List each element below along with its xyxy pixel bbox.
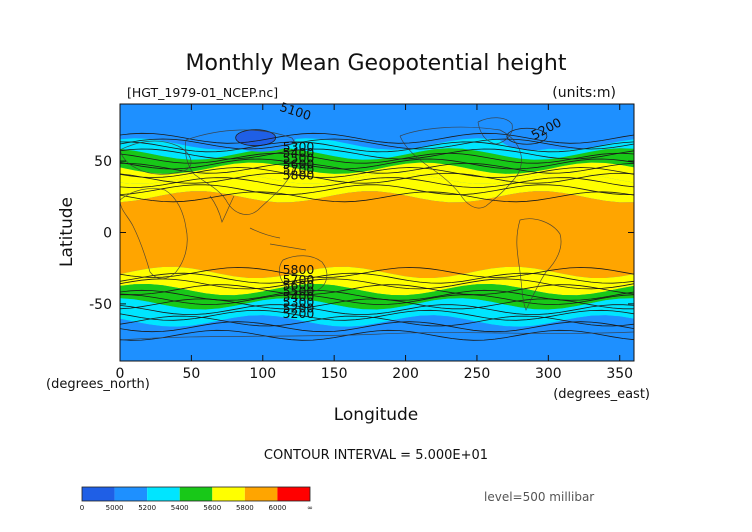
x-unit-label: (degrees_east) (553, 387, 650, 402)
x-axis-label: Longitude (334, 405, 419, 425)
x-tick-label: 350 (606, 366, 633, 382)
contour-line (119, 177, 635, 188)
contour-line (119, 162, 635, 174)
contour-line (119, 321, 635, 333)
contour-line (119, 141, 635, 153)
colorbar-swatch (277, 487, 310, 501)
low-center (506, 127, 548, 145)
coastline-indonesia (249, 227, 307, 251)
colorbar-swatch (82, 487, 115, 501)
contour-label: 5200 (283, 300, 315, 315)
coastline-antarctica (119, 331, 635, 341)
contour-band (120, 315, 634, 361)
coastline-australia (279, 255, 328, 293)
contour-line (119, 267, 635, 278)
contour-line (119, 289, 635, 301)
colorbar-swatch (114, 487, 148, 501)
contour-interval-text: CONTOUR INTERVAL = 5.000E+01 (264, 448, 488, 463)
contour-band (120, 298, 634, 327)
contour-label: 5400 (283, 289, 315, 304)
contour-line (119, 329, 635, 341)
coastline-asia (184, 129, 297, 215)
y-axis: 50 0 -50 (89, 154, 634, 313)
x-tick-label: 200 (392, 366, 419, 382)
contour-line (119, 184, 634, 195)
colorbar-swatch (244, 487, 278, 501)
contour-lines (119, 132, 635, 341)
x-axis: 0 50 100 150 200 250 300 350 (116, 104, 633, 382)
contour-label: 5500 (283, 283, 315, 298)
contour-labels: 5100520053005400550056005700580058005700… (278, 99, 564, 321)
contour-line (119, 191, 635, 203)
y-tick-label: 50 (94, 154, 112, 170)
colorbar-frame (81, 486, 311, 502)
contour-line (119, 304, 635, 315)
colorbar-tick-label: 5200 (138, 504, 156, 512)
contour-line (119, 278, 635, 290)
contour-label: 5500 (283, 151, 315, 166)
coastline-india (209, 195, 235, 224)
contour-label: 5300 (283, 295, 315, 310)
contour-line (119, 138, 635, 150)
contour-line (119, 315, 635, 327)
coastline-south-america (516, 218, 562, 311)
contour-line (119, 272, 635, 284)
x-tick-label: 150 (321, 366, 348, 382)
coastline-europe (119, 140, 192, 175)
coastline-africa (119, 188, 188, 280)
x-tick-label: 300 (535, 366, 562, 382)
chart-title: Monthly Mean Geopotential height (185, 51, 566, 76)
colorbar-swatch (147, 487, 180, 501)
colorbar-swatch (212, 487, 245, 501)
contour-line (119, 152, 635, 164)
contour-line (119, 294, 635, 306)
colorbar-tick-label: 5000 (106, 504, 124, 512)
contour-label: 5400 (283, 145, 315, 160)
contour-line (119, 167, 635, 178)
colorbar-swatch (179, 487, 213, 501)
x-tick-label: 100 (249, 366, 276, 382)
contour-line (119, 132, 635, 144)
x-tick-label: 50 (182, 366, 200, 382)
contour-line (119, 148, 635, 160)
level-text: level=500 millibar (484, 490, 594, 504)
x-tick-label: 0 (116, 366, 125, 382)
contour-label: 5600 (283, 278, 315, 293)
colorbar-tick-label: 6000 (269, 504, 287, 512)
colorbar: 0 5000 5200 5400 5600 5800 6000 ∞ (80, 486, 313, 512)
contour-label: 5800 (283, 262, 315, 277)
colorbar-tick-label: ∞ (307, 504, 313, 512)
y-tick-label: -50 (89, 297, 112, 313)
colorbar-tick-label: 5400 (171, 504, 189, 512)
contour-label: 5800 (283, 168, 315, 183)
coastline-north-america (399, 126, 522, 209)
contour-label: 5700 (283, 272, 315, 287)
file-label: [HGT_1979-01_NCEP.nc] (127, 85, 278, 100)
coastline-greenland (477, 117, 513, 145)
coastlines (119, 117, 635, 341)
colorbar-tick-label: 5800 (236, 504, 254, 512)
contour-line (119, 309, 635, 321)
colorbar-tick-label: 5600 (203, 504, 221, 512)
contour-band (120, 191, 634, 278)
contour-line (119, 284, 635, 296)
plot-area: 5100520053005400550056005700580058005700… (119, 99, 635, 362)
units-label: (units:m) (552, 85, 616, 101)
contour-label: 5300 (283, 139, 315, 154)
x-tick-label: 250 (464, 366, 491, 382)
contour-label: 5200 (283, 306, 315, 321)
contour-line (119, 172, 635, 184)
contour-label: 5700 (283, 162, 315, 177)
y-unit-label: (degrees_north) (46, 377, 150, 392)
colorbar-tick-label: 0 (80, 504, 84, 512)
y-axis-label: Latitude (57, 197, 77, 267)
y-tick-label: 0 (103, 226, 112, 242)
contour-label: 5600 (283, 156, 315, 171)
contour-line (119, 158, 635, 170)
